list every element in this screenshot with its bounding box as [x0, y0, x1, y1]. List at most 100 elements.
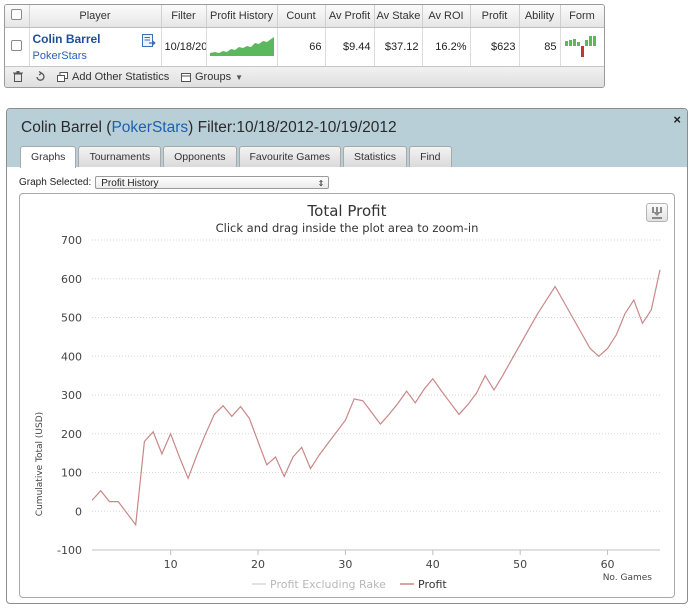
stats-table: Player Filter Profit History Count Av Pr…	[5, 5, 604, 67]
download-chart-button[interactable]	[646, 203, 668, 222]
legend-item-rake[interactable]: Profit Excluding Rake	[252, 578, 386, 591]
profit-data-point	[449, 401, 452, 404]
table-toolbar: Add Other Statistics Groups ▼	[5, 66, 604, 87]
dialog-site-link[interactable]: PokerStars	[111, 119, 189, 136]
profit-data-point	[187, 477, 190, 480]
profit-data-point	[353, 397, 356, 400]
chart-legend: Profit Excluding Rake Profit	[252, 578, 447, 591]
tab-graphs[interactable]: Graphs	[20, 146, 77, 168]
col-header-av-stake[interactable]: Av Stake	[374, 5, 423, 28]
refresh-icon[interactable]	[35, 71, 46, 82]
profit-data-point	[274, 455, 277, 458]
y-tick-label: 0	[75, 505, 82, 518]
groups-dropdown[interactable]: Groups ▼	[181, 71, 243, 83]
form-bars	[564, 35, 596, 57]
col-header-form[interactable]: Form	[560, 5, 604, 28]
profit-data-point	[396, 402, 399, 405]
player-details-dialog: Colin Barrel (PokerStars) Filter:10/18/2…	[6, 108, 688, 604]
profit-data-point	[204, 432, 207, 435]
graph-select-row: Graph Selected: Profit History ⇕	[19, 176, 330, 189]
x-tick-label: 40	[426, 558, 440, 571]
profit-series-line	[91, 269, 661, 527]
dialog-filter-text: Filter:10/18/2012-10/19/2012	[193, 119, 397, 136]
legend-item-profit[interactable]: Profit	[400, 578, 447, 591]
profit-data-point	[554, 285, 557, 288]
chart-container[interactable]: -100 0 100 200 300 400 500 600 700 10 20 30 40 50 60 T…	[19, 193, 675, 598]
col-header-player[interactable]: Player	[29, 5, 162, 28]
count-cell: 66	[277, 27, 326, 67]
profit-data-point	[300, 446, 303, 449]
add-other-statistics-label: Add Other Statistics	[72, 71, 170, 83]
profit-data-point	[143, 440, 146, 443]
graph-select-dropdown[interactable]: Profit History ⇕	[95, 176, 330, 189]
legend-label-profit: Profit	[418, 578, 447, 591]
select-arrows-icon: ⇕	[317, 179, 325, 188]
chevron-down-icon: ▼	[235, 72, 243, 82]
profit-data-point	[361, 399, 364, 402]
profit-data-point	[501, 374, 504, 377]
tab-find[interactable]: Find	[409, 146, 452, 167]
profit-data-point	[658, 268, 661, 271]
profit-data-point	[221, 404, 224, 407]
profit-data-point	[440, 390, 443, 393]
profit-data-point	[632, 298, 635, 301]
y-tick-label: 400	[61, 350, 82, 363]
profit-data-point	[344, 419, 347, 422]
row-checkbox[interactable]	[11, 40, 23, 51]
dialog-player-name: Colin Barrel	[21, 119, 102, 136]
profit-data-point	[90, 499, 93, 502]
profit-data-point	[152, 430, 155, 433]
col-header-av-profit[interactable]: Av Profit	[325, 5, 375, 28]
col-header-profit[interactable]: Profit	[470, 5, 520, 28]
profit-data-point	[125, 512, 128, 515]
col-header-profit-history[interactable]: Profit History	[206, 5, 278, 28]
form-cell	[560, 27, 604, 67]
select-all-checkbox[interactable]	[11, 9, 23, 20]
col-header-count[interactable]: Count	[277, 5, 326, 28]
x-tick-label: 20	[251, 558, 265, 571]
col-header-ability[interactable]: Ability	[519, 5, 561, 28]
profit-data-point	[606, 347, 609, 350]
graph-selected-label: Graph Selected:	[19, 177, 92, 188]
profit-data-point	[536, 312, 539, 315]
trash-icon[interactable]	[13, 71, 23, 82]
table-header-row: Player Filter Profit History Count Av Pr…	[5, 5, 604, 28]
graph-select-value: Profit History	[101, 178, 159, 189]
av-roi-cell: 16.2%	[422, 27, 471, 67]
y-tick-label: 200	[61, 428, 82, 441]
add-other-statistics-button[interactable]: Add Other Statistics	[57, 71, 169, 83]
open-player-icon[interactable]	[141, 34, 156, 47]
profit-data-point	[466, 403, 469, 406]
y-tick-label: 100	[61, 467, 82, 480]
profit-cell: $623	[470, 27, 520, 67]
profit-data-point	[160, 452, 163, 455]
player-site-link[interactable]: PokerStars	[32, 50, 87, 62]
profit-data-point	[562, 300, 565, 303]
profit-data-point	[309, 467, 312, 470]
profit-data-point	[422, 388, 425, 391]
chart-subtitle: Click and drag inside the plot area to z…	[216, 221, 479, 235]
av-profit-cell: $9.44	[325, 27, 375, 67]
y-tick-label: 600	[61, 273, 82, 286]
total-profit-chart[interactable]: -100 0 100 200 300 400 500 600 700 10 20 30 40 50 60 T…	[20, 194, 674, 597]
profit-data-point	[597, 355, 600, 358]
profit-data-point	[641, 322, 644, 325]
row-select-cell[interactable]	[5, 27, 30, 67]
profit-data-point	[650, 308, 653, 311]
profit-data-point	[117, 500, 120, 503]
tab-tournaments[interactable]: Tournaments	[78, 146, 162, 167]
tab-statistics[interactable]: Statistics	[343, 146, 408, 167]
col-header-filter[interactable]: Filter	[161, 5, 207, 28]
tab-favourite-games[interactable]: Favourite Games	[238, 146, 342, 167]
profit-data-point	[431, 377, 434, 380]
title-close-paren: )	[188, 119, 194, 136]
table-row[interactable]: Colin Barrel PokerStars 10/18/20 66 $9.4…	[5, 27, 604, 67]
select-all-header[interactable]	[5, 5, 30, 28]
profit-data-point	[623, 312, 626, 315]
close-icon[interactable]: ×	[673, 112, 681, 127]
tab-opponents[interactable]: Opponents	[163, 146, 237, 167]
profit-data-point	[213, 413, 216, 416]
col-header-av-roi[interactable]: Av ROI	[422, 5, 471, 28]
player-name-link[interactable]: Colin Barrel	[32, 32, 101, 46]
ability-cell: 85	[519, 27, 561, 67]
